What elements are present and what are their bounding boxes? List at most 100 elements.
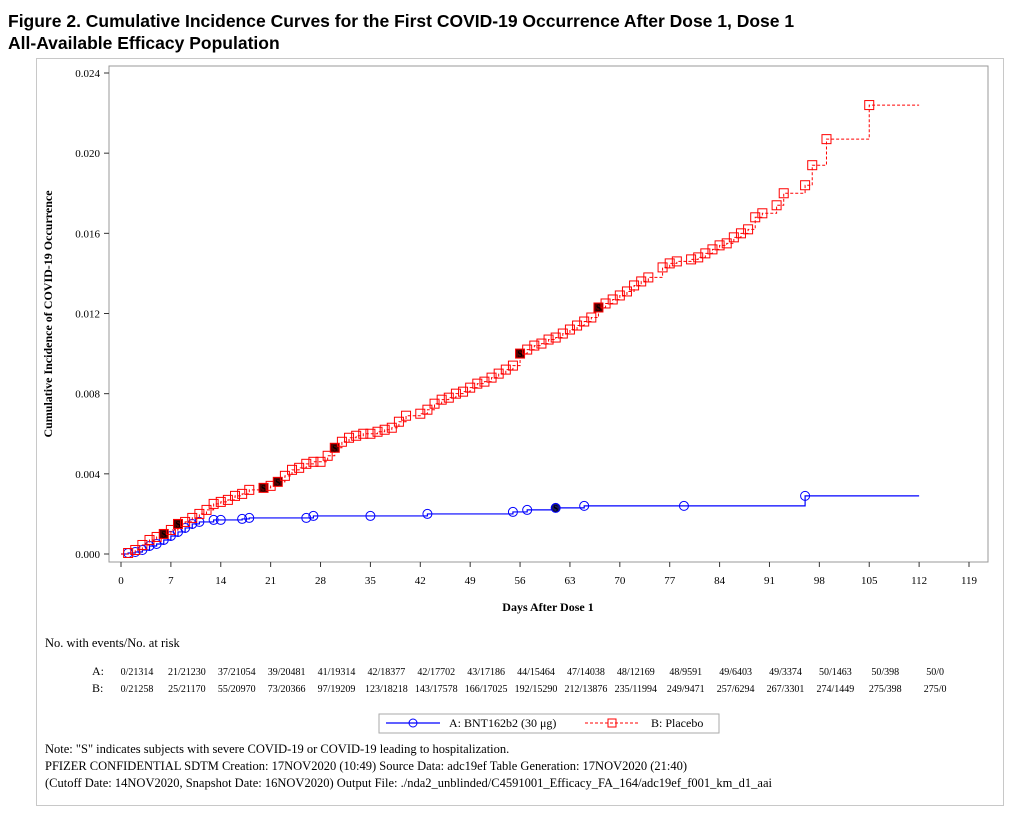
x-tick-label: 105 (861, 575, 878, 587)
risk-table-cell: 44/15464 (517, 667, 555, 678)
risk-table-cell: 166/17025 (465, 684, 508, 695)
risk-table-cell: 49/6403 (719, 667, 752, 678)
vaccine-data-point (308, 510, 319, 521)
x-axis-label: Days After Dose 1 (502, 600, 593, 614)
placebo-data-point (322, 450, 333, 461)
x-tick-label: 14 (215, 575, 227, 587)
x-tick-label: 28 (315, 575, 327, 587)
severe-marker-label: S (596, 303, 601, 313)
risk-table-cell: 43/17186 (467, 667, 505, 678)
risk-table-cell: 50/1463 (819, 667, 852, 678)
risk-table-cell: 0/21314 (121, 667, 154, 678)
vaccine-data-point (579, 500, 590, 511)
placebo-data-point (436, 394, 447, 405)
placebo-data-point (279, 470, 290, 481)
placebo-data-point (422, 404, 433, 415)
placebo-data-point (386, 422, 397, 433)
severe-marker-label: S (261, 483, 266, 493)
figure-title: Figure 2. Cumulative Incidence Curves fo… (8, 10, 794, 54)
risk-table-cell: 212/13876 (565, 684, 608, 695)
placebo-data-point (244, 484, 255, 495)
placebo-data-point (315, 456, 326, 467)
x-tick-label: 63 (564, 575, 576, 587)
placebo-data-point (821, 134, 832, 145)
risk-table-cell: 123/18218 (365, 684, 408, 695)
risk-table-cell: 192/15290 (515, 684, 558, 695)
placebo-data-point (301, 458, 312, 469)
placebo-data-point (864, 100, 875, 111)
risk-table-cell: 41/19314 (318, 667, 356, 678)
risk-table-cell: 21/21230 (168, 667, 206, 678)
risk-table-cell: 275/398 (869, 684, 902, 695)
risk-table-cell: 235/11994 (615, 684, 657, 695)
placebo-data-point (308, 456, 319, 467)
placebo-data-point (586, 312, 597, 323)
placebo-data-point (671, 256, 682, 267)
placebo-data-point (215, 496, 226, 507)
placebo-data-point (621, 286, 632, 297)
placebo-data-point (201, 504, 212, 515)
severe-marker-label: S (553, 503, 558, 513)
vaccine-data-point (244, 512, 255, 523)
legend-box (378, 713, 720, 734)
vaccine-data-point (237, 513, 248, 524)
risk-table-cell: 0/21258 (121, 684, 154, 695)
placebo-data-point (208, 498, 219, 509)
placebo-data-point (807, 160, 818, 171)
vaccine-data-point (507, 506, 518, 517)
risk-table-cell: 143/17578 (415, 684, 458, 695)
vaccine-data-point (550, 502, 561, 513)
risk-table-cell: 50/0 (926, 667, 944, 678)
x-tick-label: 70 (614, 575, 626, 587)
severe-marker-label: S (161, 529, 166, 539)
x-tick-label: 77 (664, 575, 676, 587)
x-tick-label: 84 (714, 575, 726, 587)
footnote-output-file: (Cutoff Date: 14NOV2020, Snapshot Date: … (45, 776, 772, 790)
placebo-data-point (721, 238, 732, 249)
placebo-data-point (379, 424, 390, 435)
x-tick-label: 7 (168, 575, 174, 587)
y-tick-label: 0.000 (75, 549, 100, 561)
risk-row-label: B: (92, 681, 103, 695)
y-tick-label: 0.008 (75, 389, 100, 401)
vaccine-data-point (215, 514, 226, 525)
placebo-data-point (393, 416, 404, 427)
vaccine-data-point (301, 512, 312, 523)
placebo-data-point (287, 464, 298, 475)
placebo-data-point (714, 240, 725, 251)
x-tick-label: 35 (365, 575, 377, 587)
severe-marker-label: S (275, 477, 280, 487)
risk-table-cell: 257/6294 (717, 684, 755, 695)
placebo-data-point (137, 539, 148, 550)
risk-table-cell: 42/17702 (417, 667, 455, 678)
placebo-data-point (543, 334, 554, 345)
placebo-data-point (800, 180, 811, 191)
severe-marker-label: S (332, 443, 337, 453)
vaccine-data-point (422, 508, 433, 519)
title-line-1: Figure 2. Cumulative Incidence Curves fo… (8, 11, 795, 31)
severe-marker-label: S (518, 349, 523, 359)
risk-table-cell: 275/0 (924, 684, 947, 695)
legend-square-icon (607, 718, 617, 728)
placebo-data-point (778, 188, 789, 199)
placebo-data-point (472, 378, 483, 389)
placebo-data-point (272, 476, 283, 487)
y-tick-label: 0.012 (75, 309, 100, 321)
legend-label-a: A: BNT162b2 (30 μg) (449, 716, 556, 730)
placebo-data-point (365, 428, 376, 439)
title-line-2: All-Available Efficacy Population (8, 33, 280, 53)
y-tick-label: 0.020 (75, 148, 100, 160)
figure-frame (36, 58, 1004, 806)
placebo-data-point (358, 428, 369, 439)
severe-marker-label: S (176, 519, 181, 529)
x-tick-label: 0 (118, 575, 124, 587)
x-tick-label: 49 (465, 575, 477, 587)
risk-table-cell: 47/14038 (567, 667, 605, 678)
placebo-data-point (401, 410, 412, 421)
x-tick-label: 91 (764, 575, 775, 587)
y-tick-label: 0.024 (75, 68, 100, 80)
vaccine-data-point (365, 510, 376, 521)
placebo-data-point (351, 430, 362, 441)
series-0-line (121, 495, 920, 555)
risk-table-cell: 249/9471 (667, 684, 705, 695)
